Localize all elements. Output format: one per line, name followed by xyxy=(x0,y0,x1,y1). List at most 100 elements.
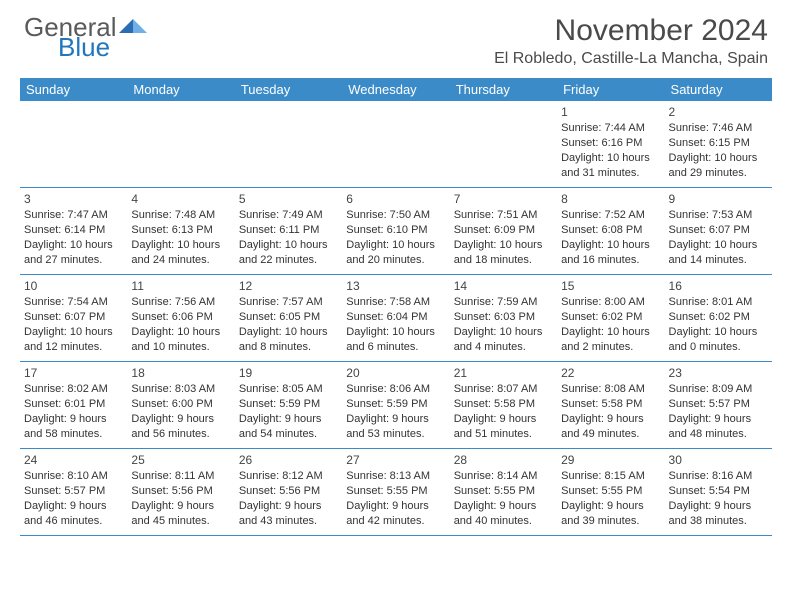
calendar-cell xyxy=(20,101,127,187)
day-number: 25 xyxy=(131,452,230,468)
day-header-sunday: Sunday xyxy=(20,78,127,101)
sunrise-text: Sunrise: 7:57 AM xyxy=(239,295,338,310)
day-number: 20 xyxy=(346,365,445,381)
sunset-text: Sunset: 5:55 PM xyxy=(561,484,660,499)
title-block: November 2024 El Robledo, Castille-La Ma… xyxy=(494,14,768,68)
calendar-cell: 12Sunrise: 7:57 AMSunset: 6:05 PMDayligh… xyxy=(235,275,342,361)
logo: General Blue xyxy=(24,14,147,60)
day-number: 17 xyxy=(24,365,123,381)
sunrise-text: Sunrise: 7:47 AM xyxy=(24,208,123,223)
calendar-cell: 27Sunrise: 8:13 AMSunset: 5:55 PMDayligh… xyxy=(342,449,449,535)
day-number: 15 xyxy=(561,278,660,294)
daylight-text: Daylight: 9 hours and 43 minutes. xyxy=(239,499,338,529)
logo-triangle-icon xyxy=(119,15,147,39)
sunrise-text: Sunrise: 7:48 AM xyxy=(131,208,230,223)
sunrise-text: Sunrise: 8:12 AM xyxy=(239,469,338,484)
calendar-cell: 26Sunrise: 8:12 AMSunset: 5:56 PMDayligh… xyxy=(235,449,342,535)
sunset-text: Sunset: 6:16 PM xyxy=(561,136,660,151)
sunset-text: Sunset: 5:58 PM xyxy=(454,397,553,412)
sunrise-text: Sunrise: 7:53 AM xyxy=(669,208,768,223)
sunset-text: Sunset: 5:56 PM xyxy=(131,484,230,499)
calendar-cell: 5Sunrise: 7:49 AMSunset: 6:11 PMDaylight… xyxy=(235,188,342,274)
sunset-text: Sunset: 5:57 PM xyxy=(24,484,123,499)
daylight-text: Daylight: 9 hours and 38 minutes. xyxy=(669,499,768,529)
calendar-cell: 2Sunrise: 7:46 AMSunset: 6:15 PMDaylight… xyxy=(665,101,772,187)
day-number: 10 xyxy=(24,278,123,294)
sunset-text: Sunset: 6:01 PM xyxy=(24,397,123,412)
sunset-text: Sunset: 5:55 PM xyxy=(346,484,445,499)
daylight-text: Daylight: 10 hours and 31 minutes. xyxy=(561,151,660,181)
calendar-cell: 11Sunrise: 7:56 AMSunset: 6:06 PMDayligh… xyxy=(127,275,234,361)
sunset-text: Sunset: 6:02 PM xyxy=(669,310,768,325)
sunset-text: Sunset: 5:59 PM xyxy=(239,397,338,412)
daylight-text: Daylight: 9 hours and 54 minutes. xyxy=(239,412,338,442)
calendar-week: 10Sunrise: 7:54 AMSunset: 6:07 PMDayligh… xyxy=(20,275,772,362)
sunset-text: Sunset: 5:54 PM xyxy=(669,484,768,499)
day-number: 16 xyxy=(669,278,768,294)
sunrise-text: Sunrise: 7:51 AM xyxy=(454,208,553,223)
daylight-text: Daylight: 9 hours and 53 minutes. xyxy=(346,412,445,442)
calendar-cell: 16Sunrise: 8:01 AMSunset: 6:02 PMDayligh… xyxy=(665,275,772,361)
sunrise-text: Sunrise: 7:44 AM xyxy=(561,121,660,136)
calendar-cell: 23Sunrise: 8:09 AMSunset: 5:57 PMDayligh… xyxy=(665,362,772,448)
sunrise-text: Sunrise: 7:56 AM xyxy=(131,295,230,310)
sunrise-text: Sunrise: 8:00 AM xyxy=(561,295,660,310)
daylight-text: Daylight: 10 hours and 29 minutes. xyxy=(669,151,768,181)
day-number: 27 xyxy=(346,452,445,468)
sunset-text: Sunset: 6:00 PM xyxy=(131,397,230,412)
day-header-thursday: Thursday xyxy=(450,78,557,101)
sunset-text: Sunset: 6:13 PM xyxy=(131,223,230,238)
day-number: 23 xyxy=(669,365,768,381)
sunrise-text: Sunrise: 7:58 AM xyxy=(346,295,445,310)
day-number: 8 xyxy=(561,191,660,207)
day-number: 18 xyxy=(131,365,230,381)
daylight-text: Daylight: 9 hours and 40 minutes. xyxy=(454,499,553,529)
day-number: 11 xyxy=(131,278,230,294)
calendar-cell: 28Sunrise: 8:14 AMSunset: 5:55 PMDayligh… xyxy=(450,449,557,535)
calendar-cell: 13Sunrise: 7:58 AMSunset: 6:04 PMDayligh… xyxy=(342,275,449,361)
calendar-cell: 4Sunrise: 7:48 AMSunset: 6:13 PMDaylight… xyxy=(127,188,234,274)
calendar-cell: 18Sunrise: 8:03 AMSunset: 6:00 PMDayligh… xyxy=(127,362,234,448)
calendar-cell: 9Sunrise: 7:53 AMSunset: 6:07 PMDaylight… xyxy=(665,188,772,274)
calendar: Sunday Monday Tuesday Wednesday Thursday… xyxy=(20,78,772,536)
daylight-text: Daylight: 10 hours and 0 minutes. xyxy=(669,325,768,355)
calendar-cell: 8Sunrise: 7:52 AMSunset: 6:08 PMDaylight… xyxy=(557,188,664,274)
daylight-text: Daylight: 9 hours and 49 minutes. xyxy=(561,412,660,442)
sunset-text: Sunset: 6:14 PM xyxy=(24,223,123,238)
day-number: 2 xyxy=(669,104,768,120)
logo-text-blue: Blue xyxy=(58,34,110,60)
daylight-text: Daylight: 10 hours and 14 minutes. xyxy=(669,238,768,268)
sunset-text: Sunset: 6:15 PM xyxy=(669,136,768,151)
day-header-row: Sunday Monday Tuesday Wednesday Thursday… xyxy=(20,78,772,101)
day-header-tuesday: Tuesday xyxy=(235,78,342,101)
calendar-cell: 1Sunrise: 7:44 AMSunset: 6:16 PMDaylight… xyxy=(557,101,664,187)
sunset-text: Sunset: 6:07 PM xyxy=(24,310,123,325)
calendar-cell: 19Sunrise: 8:05 AMSunset: 5:59 PMDayligh… xyxy=(235,362,342,448)
day-number: 3 xyxy=(24,191,123,207)
sunrise-text: Sunrise: 7:49 AM xyxy=(239,208,338,223)
day-number: 19 xyxy=(239,365,338,381)
daylight-text: Daylight: 9 hours and 46 minutes. xyxy=(24,499,123,529)
sunset-text: Sunset: 6:04 PM xyxy=(346,310,445,325)
calendar-cell: 6Sunrise: 7:50 AMSunset: 6:10 PMDaylight… xyxy=(342,188,449,274)
sunrise-text: Sunrise: 8:08 AM xyxy=(561,382,660,397)
day-number: 12 xyxy=(239,278,338,294)
daylight-text: Daylight: 9 hours and 58 minutes. xyxy=(24,412,123,442)
daylight-text: Daylight: 10 hours and 27 minutes. xyxy=(24,238,123,268)
day-number: 9 xyxy=(669,191,768,207)
calendar-cell: 29Sunrise: 8:15 AMSunset: 5:55 PMDayligh… xyxy=(557,449,664,535)
sunrise-text: Sunrise: 7:46 AM xyxy=(669,121,768,136)
sunrise-text: Sunrise: 8:11 AM xyxy=(131,469,230,484)
sunrise-text: Sunrise: 8:03 AM xyxy=(131,382,230,397)
daylight-text: Daylight: 9 hours and 56 minutes. xyxy=(131,412,230,442)
calendar-cell xyxy=(342,101,449,187)
day-number: 22 xyxy=(561,365,660,381)
day-header-wednesday: Wednesday xyxy=(342,78,449,101)
daylight-text: Daylight: 10 hours and 6 minutes. xyxy=(346,325,445,355)
calendar-week: 1Sunrise: 7:44 AMSunset: 6:16 PMDaylight… xyxy=(20,101,772,188)
daylight-text: Daylight: 9 hours and 45 minutes. xyxy=(131,499,230,529)
sunrise-text: Sunrise: 7:59 AM xyxy=(454,295,553,310)
calendar-cell: 17Sunrise: 8:02 AMSunset: 6:01 PMDayligh… xyxy=(20,362,127,448)
sunrise-text: Sunrise: 7:52 AM xyxy=(561,208,660,223)
daylight-text: Daylight: 10 hours and 22 minutes. xyxy=(239,238,338,268)
